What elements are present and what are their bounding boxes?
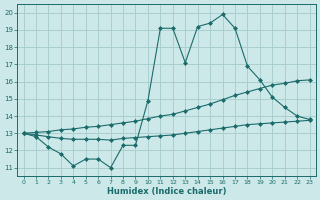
X-axis label: Humidex (Indice chaleur): Humidex (Indice chaleur)	[107, 187, 226, 196]
